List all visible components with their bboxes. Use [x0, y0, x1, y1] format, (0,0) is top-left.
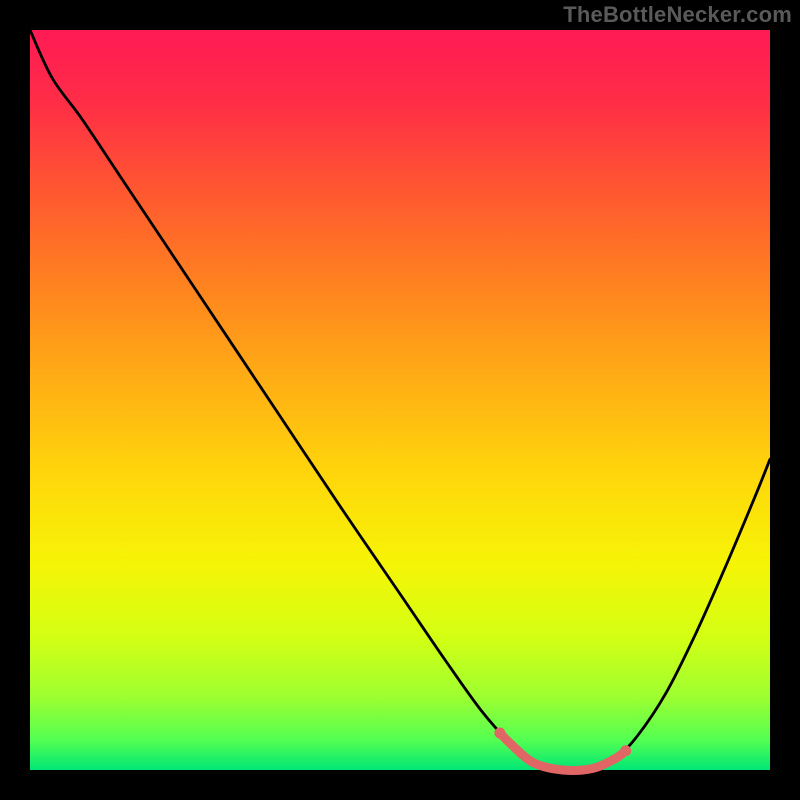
optimal-range-endpoint-2: [620, 745, 631, 756]
watermark-label: TheBottleNecker.com: [563, 2, 792, 28]
chart-container: TheBottleNecker.com: [0, 0, 800, 800]
gradient-background: [30, 30, 770, 770]
optimal-range-endpoint-1: [494, 728, 505, 739]
bottleneck-chart: [0, 0, 800, 800]
